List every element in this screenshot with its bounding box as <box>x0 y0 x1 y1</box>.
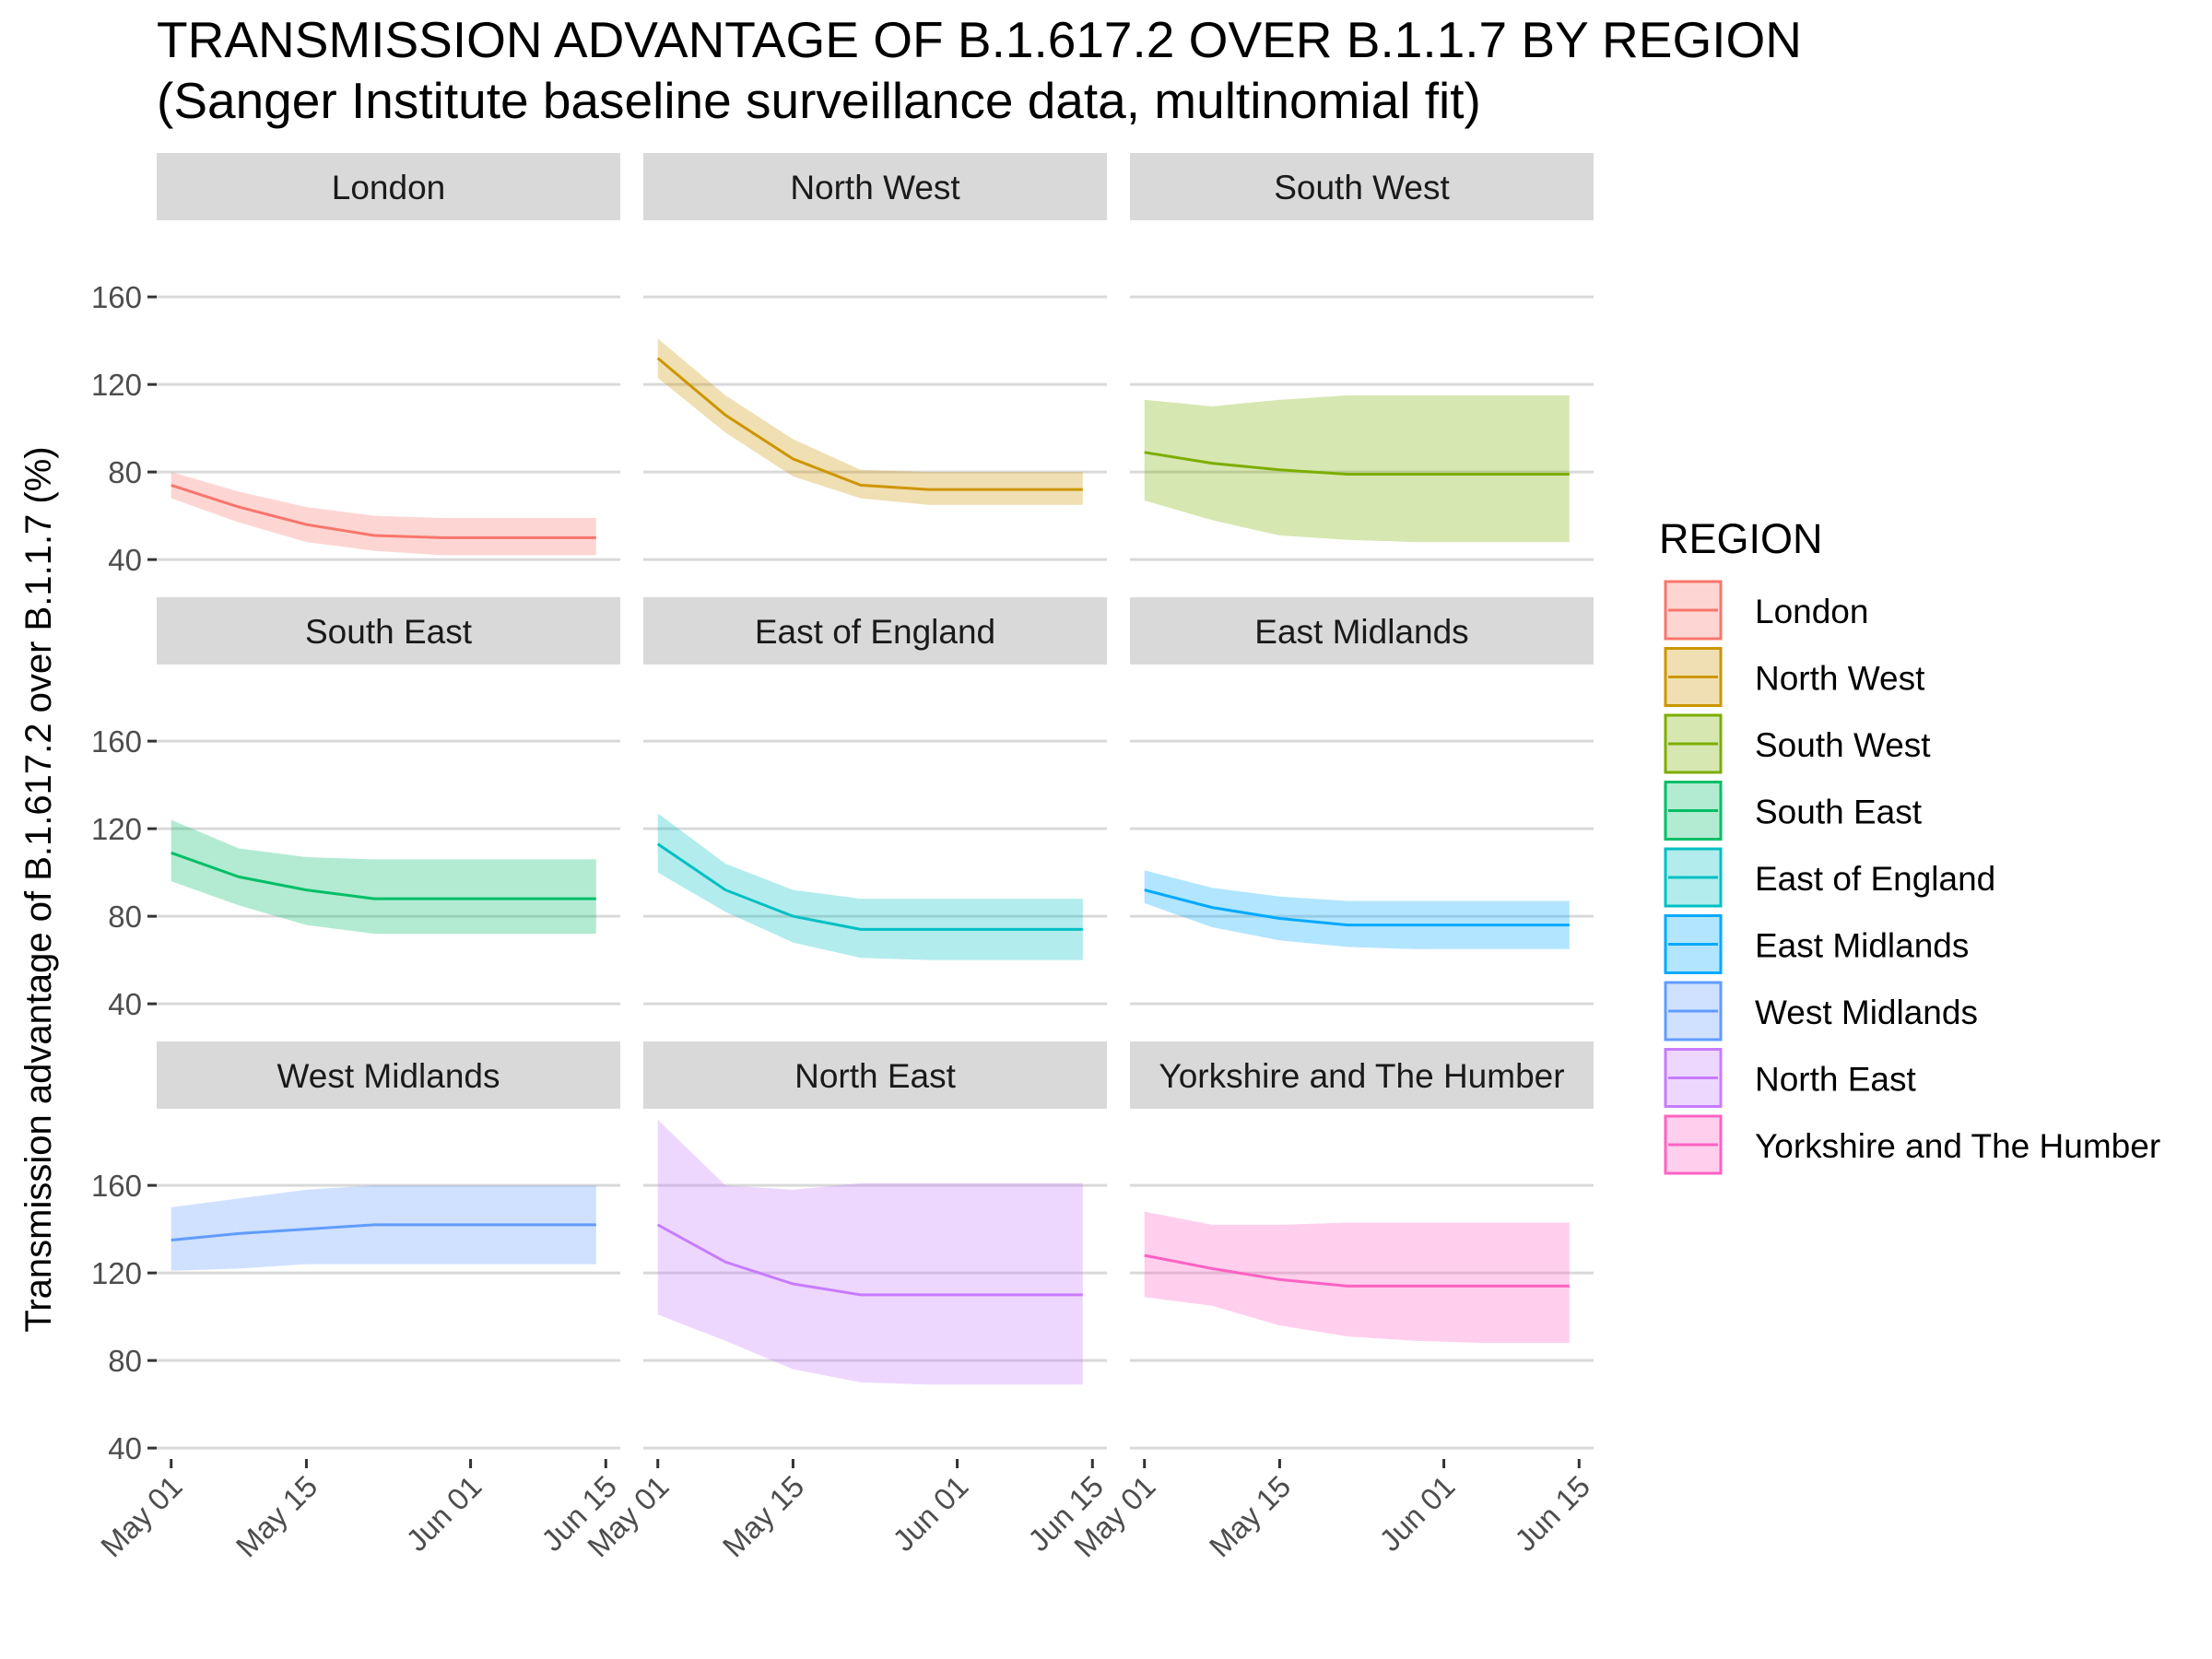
legend-label-east-midlands: East Midlands <box>1755 927 1969 965</box>
legend-label-south-east: South East <box>1755 794 1923 831</box>
legend-label-east-of-england: East of England <box>1755 860 1995 898</box>
x-tick-label: Jun 15 <box>1508 1469 1596 1558</box>
x-tick-label: May 01 <box>94 1469 189 1564</box>
line-south-west <box>1144 451 1570 476</box>
panel-north-west: North West <box>643 153 1107 561</box>
chart-title: TRANSMISSION ADVANTAGE OF B.1.617.2 OVER… <box>157 11 1802 68</box>
y-tick-label: 80 <box>108 1344 142 1378</box>
strip-east-midlands <box>1130 597 1594 665</box>
strip-label-east-midlands: East Midlands <box>1254 613 1468 651</box>
strip-label-north-west: North West <box>790 169 960 206</box>
panel-east-of-england: East of England <box>643 597 1107 1006</box>
panel-london: London 40 80 120 160 <box>91 153 620 577</box>
legend-item-yorkshire-and-the-humber: Yorkshire and The Humber <box>1664 1114 2160 1175</box>
legend-item-london: London <box>1664 580 1868 641</box>
x-tick-label: Jun 01 <box>886 1469 974 1558</box>
legend-item-west-midlands: West Midlands <box>1664 981 1978 1041</box>
strip-north-west <box>643 153 1107 220</box>
line-north-west <box>656 357 1083 491</box>
y-tick-label: 40 <box>108 987 142 1021</box>
legend-label-south-west: South West <box>1755 726 1931 764</box>
y-tick-label: 160 <box>91 724 142 759</box>
legend-label-north-west: North West <box>1755 660 1925 698</box>
line-london <box>171 483 596 539</box>
strip-north-east <box>643 1041 1107 1109</box>
panel-north-east: North East <box>643 1041 1107 1450</box>
strip-label-london: London <box>332 169 445 206</box>
legend-item-south-west: South West <box>1664 713 1931 774</box>
line-yorkshire-and-the-humber <box>1144 1253 1570 1288</box>
panel-yorkshire-and-the-humber: Yorkshire and The Humber <box>1130 1041 1594 1450</box>
legend-item-south-east: South East <box>1664 781 1923 841</box>
legend-item-east-midlands: East Midlands <box>1664 914 1969 974</box>
legend-label-yorkshire-and-the-humber: Yorkshire and The Humber <box>1755 1127 2160 1165</box>
line-east-midlands <box>1144 888 1570 927</box>
x-tick-label: May 15 <box>1203 1469 1298 1564</box>
legend-label-north-east: North East <box>1755 1061 1917 1099</box>
strip-east-of-england <box>643 597 1107 665</box>
x-tick-label: May 15 <box>229 1469 324 1564</box>
panel-east-midlands: East Midlands <box>1130 597 1594 1006</box>
legend-label-london: London <box>1755 593 1868 630</box>
strip-south-west <box>1130 153 1594 220</box>
strip-west-midlands <box>157 1041 620 1109</box>
line-south-east <box>171 851 596 900</box>
ribbon-south-east <box>171 819 596 935</box>
y-tick-label: 40 <box>108 543 142 577</box>
x-tick-label: Jun 01 <box>1372 1469 1461 1558</box>
y-tick-label: 40 <box>108 1431 142 1465</box>
ribbon-west-midlands <box>171 1185 596 1271</box>
y-tick-label: 120 <box>91 812 142 846</box>
strip-label-west-midlands: West Midlands <box>277 1057 500 1095</box>
ribbon-london <box>171 472 596 556</box>
panel-west-midlands: West Midlands 40 80 120 160 <box>91 1041 620 1465</box>
strip-london <box>157 153 620 220</box>
y-tick-label: 160 <box>91 1169 142 1203</box>
strip-label-east-of-england: East of England <box>755 613 995 651</box>
strip-label-yorkshire-and-the-humber: Yorkshire and The Humber <box>1159 1057 1564 1095</box>
legend: REGION London North West South West South E… <box>1659 515 2160 1175</box>
ribbon-north-west <box>657 338 1083 505</box>
y-tick-label: 120 <box>91 1256 142 1290</box>
ribbon-south-west <box>1144 395 1570 543</box>
facet-panels: London 40 80 120 160 North West South West Sout… <box>91 153 1594 1465</box>
y-tick-label: 80 <box>108 900 142 934</box>
ribbon-east-of-england <box>657 813 1083 960</box>
y-tick-label: 80 <box>108 455 142 489</box>
legend-item-north-west: North West <box>1664 647 1925 707</box>
ribbon-east-midlands <box>1144 870 1570 949</box>
x-tick-label: Jun 01 <box>399 1469 488 1558</box>
y-axis-title: Transmission advantage of B.1.617.2 over… <box>18 446 59 1332</box>
line-west-midlands <box>171 1223 596 1241</box>
legend-title: REGION <box>1659 515 1823 562</box>
panel-south-east: South East 40 80 120 160 <box>91 597 620 1021</box>
line-east-of-england <box>656 842 1083 931</box>
line-north-east <box>656 1223 1083 1297</box>
strip-label-south-east: South East <box>305 613 473 651</box>
chart-subtitle: (Sanger Institute baseline surveillance … <box>157 72 1481 129</box>
y-tick-label: 160 <box>91 280 142 314</box>
strip-label-north-east: North East <box>794 1057 957 1095</box>
legend-item-east-of-england: East of England <box>1664 847 1995 908</box>
ribbon-north-east <box>657 1119 1083 1385</box>
panel-south-west: South West <box>1130 153 1594 561</box>
legend-item-north-east: North East <box>1664 1048 1917 1108</box>
y-tick-label: 120 <box>91 368 142 402</box>
strip-south-east <box>157 597 620 665</box>
strip-label-south-west: South West <box>1274 169 1450 206</box>
strip-yorkshire-and-the-humber <box>1130 1041 1594 1109</box>
legend-label-west-midlands: West Midlands <box>1755 994 1978 1031</box>
x-tick-label: May 15 <box>716 1469 811 1564</box>
ribbon-yorkshire-and-the-humber <box>1144 1211 1570 1344</box>
